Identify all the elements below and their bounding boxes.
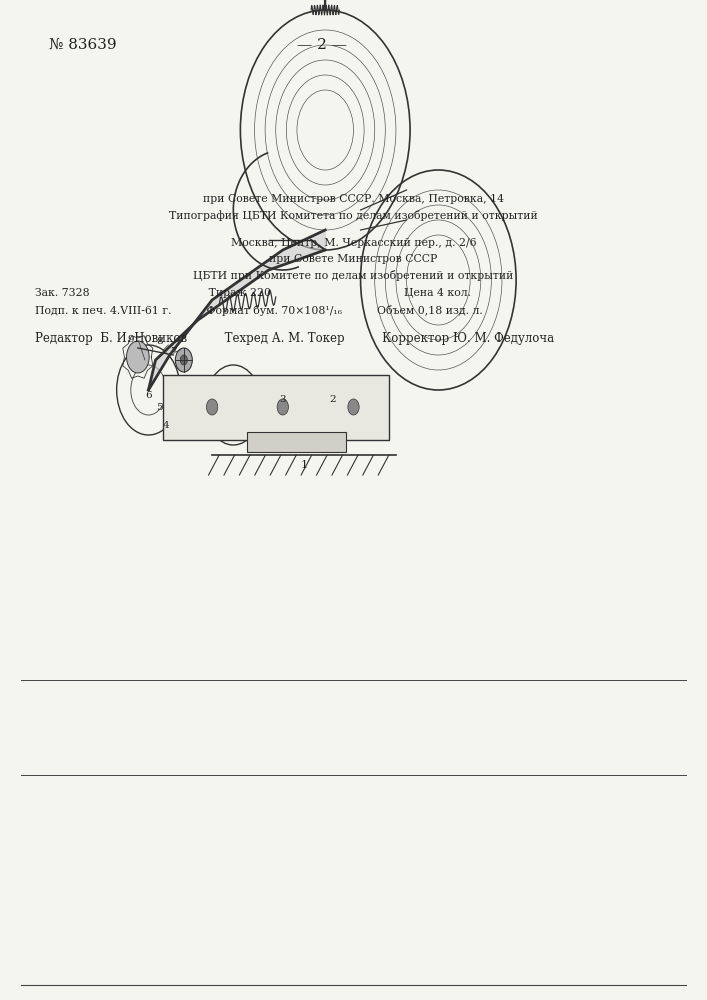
- Text: 7: 7: [170, 348, 177, 357]
- Text: Типография ЦБТИ Комитета по делам изобретений и открытий: Типография ЦБТИ Комитета по делам изобре…: [169, 210, 538, 221]
- Text: № 83639: № 83639: [49, 38, 117, 52]
- Text: 2: 2: [329, 395, 336, 404]
- Text: — 2 —: — 2 —: [297, 38, 347, 52]
- Polygon shape: [148, 230, 325, 390]
- Text: Подп. к печ. 4.VIII-61 г.          Формат бум. 70×108¹/₁₆          Объем 0,18 из: Подп. к печ. 4.VIII-61 г. Формат бум. 70…: [35, 305, 483, 316]
- Text: 3: 3: [279, 395, 286, 404]
- Text: ЦБТИ при Комитете по делам изобретений и открытий: ЦБТИ при Комитете по делам изобретений и…: [193, 270, 514, 281]
- Text: Москва, Центр, М. Черкасский пер., д. 2/6: Москва, Центр, М. Черкасский пер., д. 2/…: [230, 238, 477, 248]
- Circle shape: [175, 348, 192, 372]
- Circle shape: [206, 399, 218, 415]
- Circle shape: [180, 355, 187, 365]
- Text: 8: 8: [156, 338, 163, 347]
- Text: при Совете Министров СССР: при Совете Министров СССР: [269, 254, 438, 264]
- Circle shape: [127, 341, 149, 373]
- Text: 6: 6: [145, 390, 152, 399]
- FancyBboxPatch shape: [163, 375, 389, 440]
- Text: при Совете Министров СССР. Москва, Петровка, 14: при Совете Министров СССР. Москва, Петро…: [203, 194, 504, 204]
- Text: 1: 1: [300, 460, 308, 470]
- Text: Зак. 7328                                  Тираж 220                            : Зак. 7328 Тираж 220: [35, 288, 472, 298]
- Circle shape: [277, 399, 288, 415]
- Text: 5: 5: [156, 403, 163, 412]
- Circle shape: [348, 399, 359, 415]
- Text: 4: 4: [163, 420, 170, 430]
- Text: Редактор  Б. И. Новиков          Техред А. М. Токер          Корректор Ю. М. Фед: Редактор Б. И. Новиков Техред А. М. Токе…: [35, 332, 554, 345]
- Text: 9: 9: [127, 336, 134, 344]
- FancyBboxPatch shape: [247, 432, 346, 452]
